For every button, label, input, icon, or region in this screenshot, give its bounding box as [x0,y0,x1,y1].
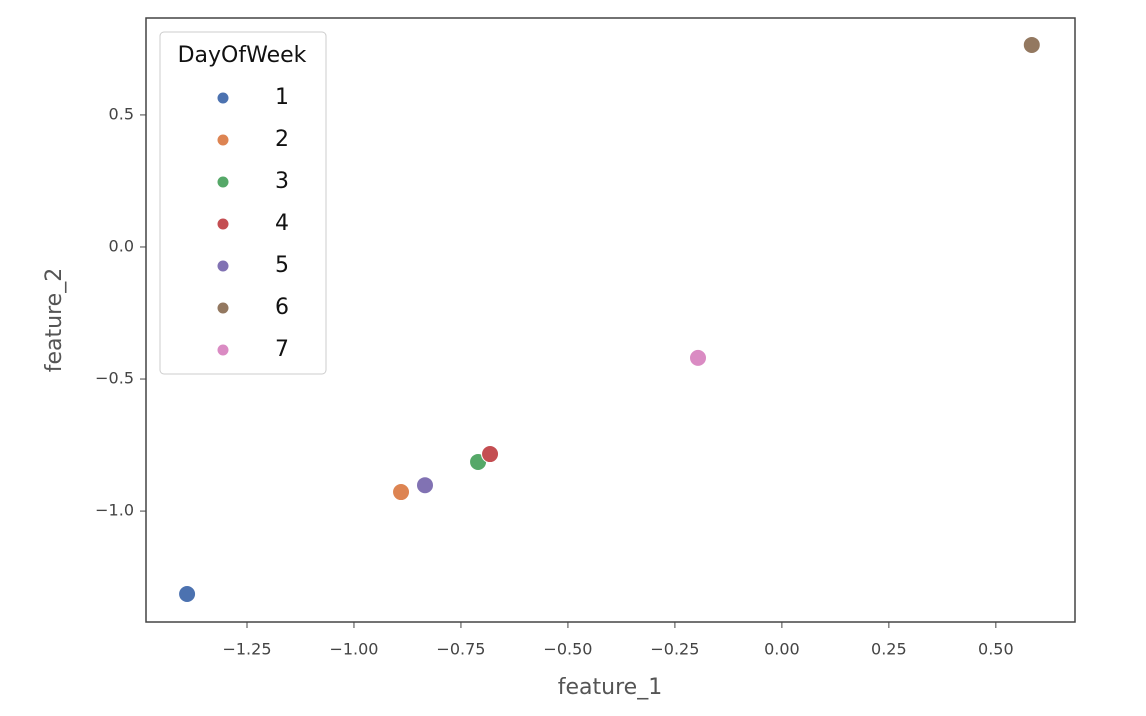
x-axis-label: feature_1 [558,675,662,700]
legend-label: 2 [275,127,289,152]
y-tick-label: −1.0 [95,501,134,520]
legend-label: 6 [275,295,289,320]
legend-label: 1 [275,85,289,110]
x-tick-label: −0.75 [436,640,485,659]
point [178,585,197,604]
x-tick-label: 0.25 [871,640,907,659]
legend: DayOfWeek 1 2 3 4 5 6 7 [159,31,327,375]
legend-label: 7 [275,337,289,362]
legend-marker [217,176,229,188]
x-tick-label: 0.00 [764,640,800,659]
x-tick-label: 0.50 [978,640,1014,659]
legend-label: 5 [275,253,289,278]
y-tick-label: −0.5 [95,369,134,388]
y-axis-label: feature_2 [42,268,67,372]
x-tick-label: −1.25 [222,640,271,659]
x-tick-label: −0.50 [543,640,592,659]
x-tick-label: −1.00 [329,640,378,659]
x-tick-label: −0.25 [650,640,699,659]
legend-marker [217,302,229,314]
legend-marker [217,260,229,272]
legend-box [159,31,327,375]
legend-label: 3 [275,169,289,194]
point [1022,35,1041,54]
legend-marker [217,134,229,146]
point [481,445,500,464]
point [689,348,708,367]
legend-marker [217,92,229,104]
y-tick-label: 0.0 [109,236,134,255]
point [415,476,434,495]
legend-label: 4 [275,211,289,236]
y-tick-label: 0.5 [109,104,134,123]
legend-marker [217,218,229,230]
legend-marker [217,344,229,356]
legend-title: DayOfWeek [178,43,307,68]
point [392,483,411,502]
